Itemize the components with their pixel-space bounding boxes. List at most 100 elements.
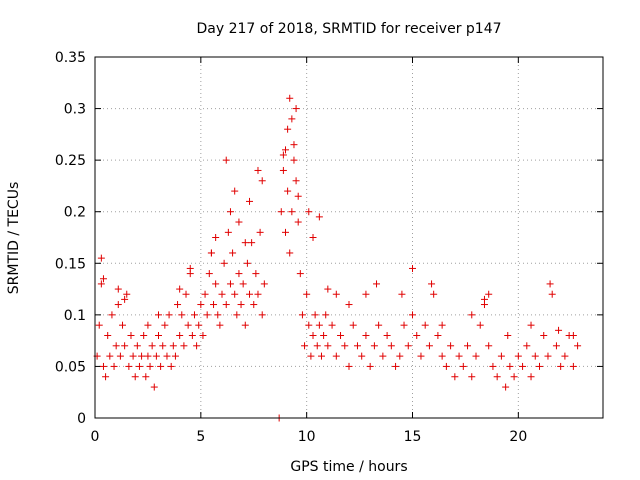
data-point <box>226 208 234 216</box>
data-point <box>294 218 302 226</box>
data-point <box>99 275 107 283</box>
data-point <box>110 362 118 370</box>
x-tick-label: 20 <box>509 429 527 445</box>
axis-ticks: 0 0.05 0.1 0.15 0.2 0.25 0.3 0.35 0 5 10 15 20 <box>55 50 603 445</box>
data-point <box>237 301 245 309</box>
data-point <box>290 156 298 164</box>
data-point <box>99 362 107 370</box>
data-point <box>286 94 294 102</box>
data-point <box>298 311 306 319</box>
data-point <box>226 280 234 288</box>
data-point <box>121 342 129 350</box>
data-point <box>193 342 201 350</box>
data-point <box>108 311 116 319</box>
data-point <box>284 187 292 195</box>
data-point <box>133 342 141 350</box>
data-point <box>569 331 577 339</box>
data-point <box>375 321 383 329</box>
data-point <box>438 352 446 360</box>
data-point <box>417 352 425 360</box>
data-point <box>428 280 436 288</box>
data-point <box>282 146 289 154</box>
data-point <box>184 321 192 329</box>
data-point <box>112 342 120 350</box>
data-point <box>421 321 429 329</box>
data-point <box>167 362 175 370</box>
data-point <box>288 208 296 216</box>
data-point <box>324 342 332 350</box>
data-point <box>555 326 563 334</box>
data-point <box>370 342 378 350</box>
data-point <box>140 331 148 339</box>
x-tick-label: 10 <box>298 429 316 445</box>
data-point <box>197 301 205 309</box>
data-point <box>186 264 194 272</box>
data-point <box>243 259 251 267</box>
data-point <box>349 321 357 329</box>
data-point <box>212 234 220 241</box>
data-point <box>328 321 336 329</box>
data-point <box>286 249 294 257</box>
data-point <box>222 156 230 164</box>
data-point <box>279 166 287 174</box>
data-point <box>383 331 391 339</box>
data-point <box>231 290 239 298</box>
data-point <box>144 352 152 360</box>
data-point <box>123 290 131 298</box>
data-point <box>207 249 215 257</box>
x-axis-label: GPS time / hours <box>290 459 407 475</box>
data-point <box>114 301 122 309</box>
data-point <box>480 295 488 303</box>
data-point <box>176 331 184 339</box>
data-point <box>307 352 315 360</box>
data-point <box>201 290 209 298</box>
x-tick-label: 0 <box>91 429 100 445</box>
data-point <box>305 321 313 329</box>
chart-title: Day 217 of 2018, SRMTID for receiver p14… <box>196 21 501 37</box>
data-point <box>250 301 258 309</box>
data-point <box>152 352 160 360</box>
data-point <box>523 342 531 350</box>
data-point <box>256 228 264 236</box>
data-point <box>548 290 556 298</box>
data-point <box>569 362 577 370</box>
data-point <box>379 352 387 360</box>
data-point <box>425 342 433 350</box>
data-point <box>97 254 105 262</box>
data-point <box>305 208 313 216</box>
data-point <box>241 321 249 329</box>
data-point <box>163 352 171 360</box>
data-point <box>315 321 323 329</box>
data-point <box>203 311 211 319</box>
data-point <box>148 342 156 350</box>
y-tick-label: 0.1 <box>64 308 86 324</box>
data-point <box>254 290 262 298</box>
data-point <box>527 373 535 381</box>
y-tick-label: 0.3 <box>64 102 86 118</box>
data-point <box>106 352 114 360</box>
data-point <box>235 270 243 278</box>
data-point <box>235 218 243 226</box>
data-point <box>159 342 167 350</box>
data-point <box>315 213 323 221</box>
data-point <box>332 352 340 360</box>
data-point <box>180 342 188 350</box>
data-point <box>95 321 103 329</box>
data-point <box>464 342 472 350</box>
data-point <box>246 290 254 298</box>
data-point <box>182 290 190 298</box>
data-point <box>127 331 135 339</box>
y-tick-label: 0.15 <box>55 256 86 272</box>
data-point <box>131 373 139 381</box>
data-point <box>459 362 467 370</box>
data-point <box>231 187 239 195</box>
data-points <box>93 94 582 422</box>
data-point <box>279 151 287 159</box>
data-point <box>220 259 228 267</box>
data-point <box>135 362 143 370</box>
data-point <box>366 362 374 370</box>
data-point <box>468 373 476 381</box>
data-point <box>527 321 535 329</box>
data-point <box>504 331 512 339</box>
data-point <box>396 352 404 360</box>
